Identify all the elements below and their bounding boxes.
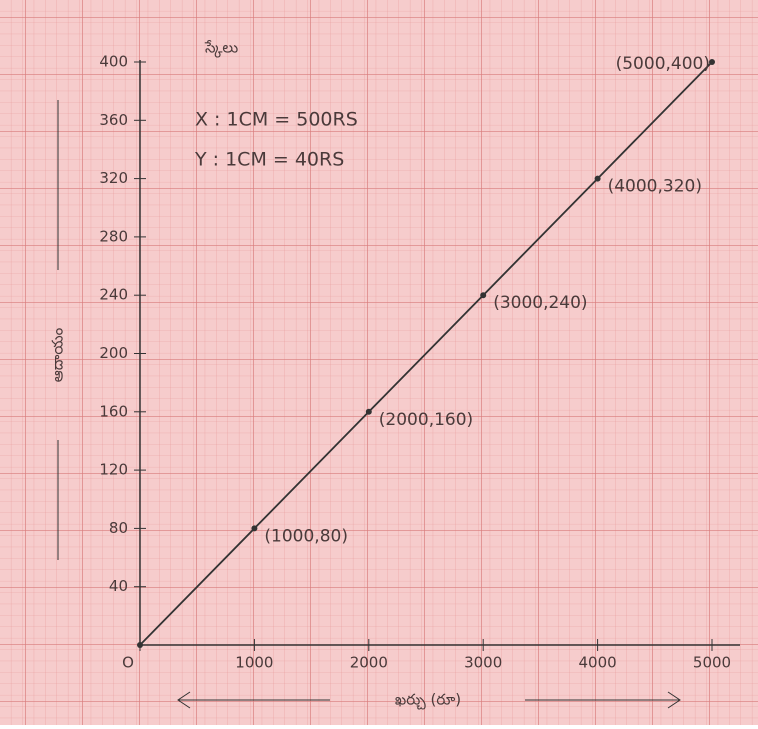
- y-tick-label: 280: [99, 227, 128, 245]
- data-point: [594, 175, 601, 182]
- y-tick-label: 200: [99, 344, 128, 362]
- y-tick-label: 160: [99, 402, 128, 420]
- x-tick-label: 1000: [235, 654, 273, 672]
- data-point: [709, 59, 715, 65]
- y-axis-label: ఆదాయం: [49, 327, 67, 382]
- x-tick-label: O: [122, 654, 134, 672]
- x-tick-label: 3000: [464, 654, 502, 672]
- x-arrow-head: [667, 691, 681, 709]
- scale-note: X : 1CM = 500RS: [195, 109, 358, 131]
- data-point: [137, 642, 143, 648]
- y-tick-label: 240: [99, 286, 128, 304]
- y-tick-label: 400: [99, 53, 128, 71]
- data-label: (3000,240): [493, 293, 587, 313]
- y-tick-label: 360: [99, 111, 128, 129]
- x-tick-label: 4000: [579, 654, 617, 672]
- data-point: [480, 292, 487, 299]
- data-label: (4000,320): [608, 177, 702, 197]
- data-label: (2000,160): [379, 410, 473, 430]
- x-arrow-head: [177, 691, 191, 709]
- data-point: [365, 408, 372, 415]
- scale-title: స్కేలు: [204, 39, 238, 59]
- y-tick-label: 40: [109, 577, 128, 595]
- data-label: (1000,80): [264, 526, 348, 546]
- data-point: [251, 525, 258, 532]
- x-axis-label: ఖర్చు (రూ): [395, 691, 461, 711]
- scale-note: Y : 1CM = 40RS: [194, 149, 344, 171]
- data-line: [139, 61, 713, 646]
- x-tick-label: 5000: [693, 654, 731, 672]
- y-tick-label: 80: [109, 519, 128, 537]
- x-tick-label: 2000: [350, 654, 388, 672]
- y-tick-label: 120: [99, 461, 128, 479]
- data-label: (5000,400): [616, 54, 710, 74]
- y-tick-label: 320: [99, 169, 128, 187]
